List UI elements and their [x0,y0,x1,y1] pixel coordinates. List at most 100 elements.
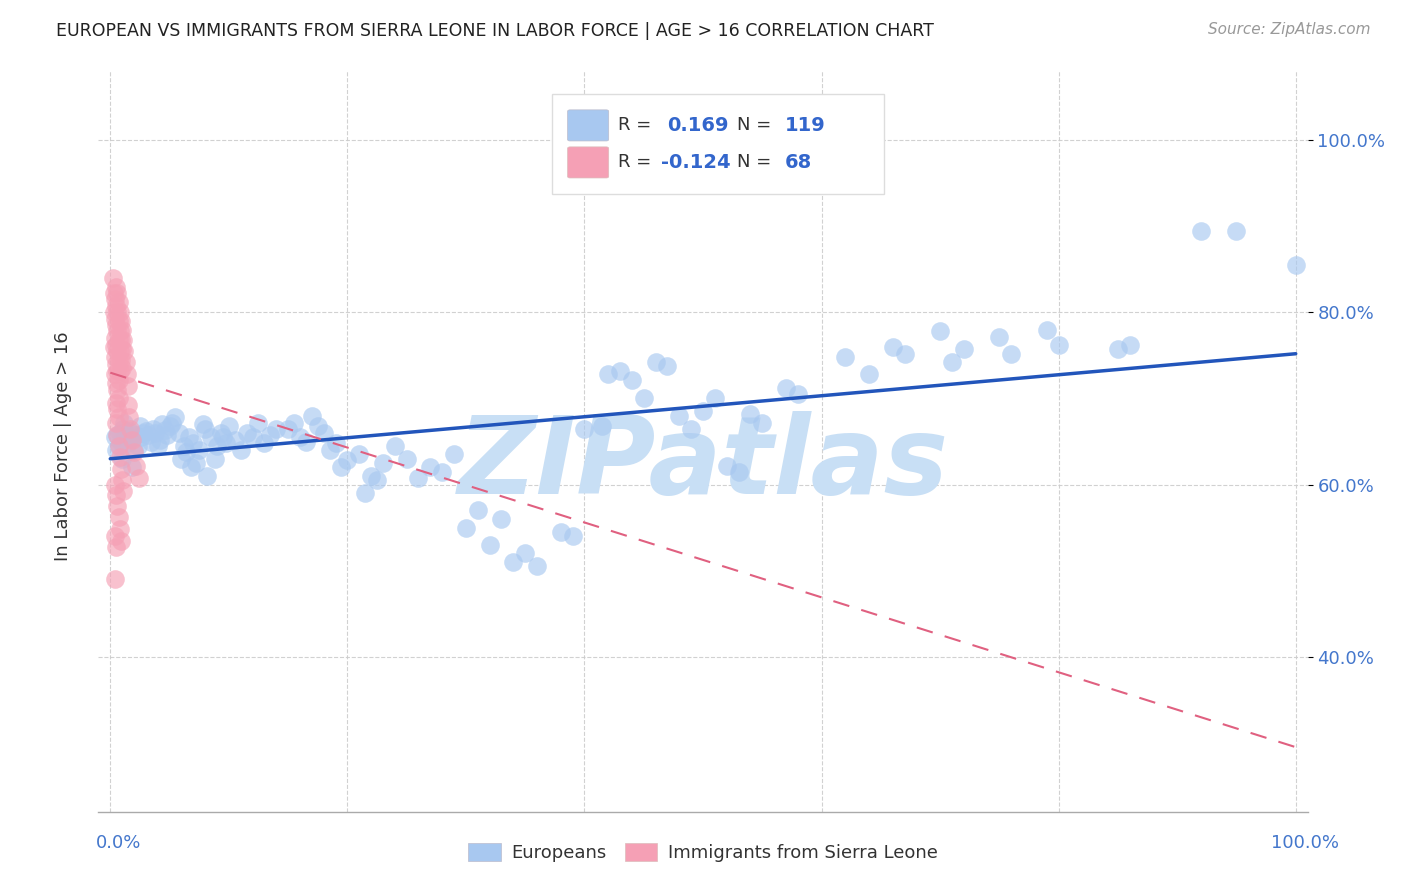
Text: In Labor Force | Age > 16: In Labor Force | Age > 16 [55,331,72,561]
Point [681,422,703,436]
Point [104,350,127,364]
Point [107,295,129,310]
Point [180,460,202,475]
Point [1225,224,1247,238]
Point [209,425,232,440]
Point [127,439,149,453]
Point [105,383,128,397]
Point [108,522,131,536]
Point [834,350,856,364]
Text: N =: N = [737,153,778,171]
Point [204,451,226,466]
Text: 0.0%: 0.0% [96,834,141,852]
Point [1036,323,1059,337]
Point [371,456,394,470]
Point [111,361,134,376]
Point [111,451,134,466]
Text: 0.169: 0.169 [666,116,728,135]
Point [277,422,299,436]
Legend: Europeans, Immigrants from Sierra Leone: Europeans, Immigrants from Sierra Leone [461,836,945,870]
Point [107,439,129,453]
Point [125,458,148,473]
Point [657,359,679,373]
Point [105,305,128,319]
Point [716,458,738,473]
Point [103,286,125,301]
Point [105,299,128,313]
Point [152,417,174,432]
Point [347,447,370,461]
Text: EUROPEAN VS IMMIGRANTS FROM SIERRA LEONE IN LABOR FORCE | AGE > 16 CORRELATION C: EUROPEAN VS IMMIGRANTS FROM SIERRA LEONE… [56,22,934,40]
Text: 100.0%: 100.0% [1271,834,1339,852]
Point [354,486,377,500]
Point [253,436,276,450]
Point [114,355,136,369]
Point [120,422,142,436]
Point [153,423,176,437]
Point [110,352,132,367]
Point [110,314,132,328]
Point [120,430,142,444]
Point [515,546,537,560]
Point [105,338,128,352]
Point [156,427,179,442]
Point [174,445,197,459]
Point [143,425,166,440]
Point [129,419,152,434]
Point [128,471,150,485]
Point [103,340,125,354]
Point [105,443,128,458]
FancyBboxPatch shape [568,110,609,141]
Point [574,422,596,436]
Point [952,342,974,356]
Point [200,430,222,444]
FancyBboxPatch shape [568,147,609,178]
Point [173,439,195,453]
Point [105,344,128,359]
Text: 68: 68 [785,153,813,172]
Point [149,433,172,447]
Point [105,364,128,378]
Point [104,430,127,444]
Point [104,293,127,307]
Point [188,443,211,458]
Point [124,427,146,442]
Point [467,503,489,517]
Point [893,347,915,361]
Point [118,410,141,425]
Point [105,416,128,430]
Point [215,436,238,450]
Point [107,373,129,387]
Point [115,368,138,382]
Point [108,344,131,359]
Point [727,465,749,479]
Point [105,401,128,416]
Point [121,460,143,475]
Point [395,451,418,466]
Point [259,427,281,442]
Text: 119: 119 [785,116,825,135]
Point [454,521,477,535]
Point [184,456,207,470]
Point [591,419,613,434]
Point [108,324,131,338]
Point [114,427,136,442]
Point [110,434,132,449]
Point [336,453,359,467]
Point [105,427,128,442]
Point [107,510,129,524]
Point [325,436,347,450]
Point [478,538,501,552]
Point [112,422,135,436]
Text: Source: ZipAtlas.com: Source: ZipAtlas.com [1208,22,1371,37]
Point [105,396,128,410]
Point [443,447,465,461]
Point [129,430,152,444]
Point [121,433,143,447]
Point [136,427,159,442]
Point [103,305,125,319]
Point [114,416,136,430]
Point [104,331,127,345]
Text: R =: R = [619,153,658,171]
Point [111,342,134,356]
